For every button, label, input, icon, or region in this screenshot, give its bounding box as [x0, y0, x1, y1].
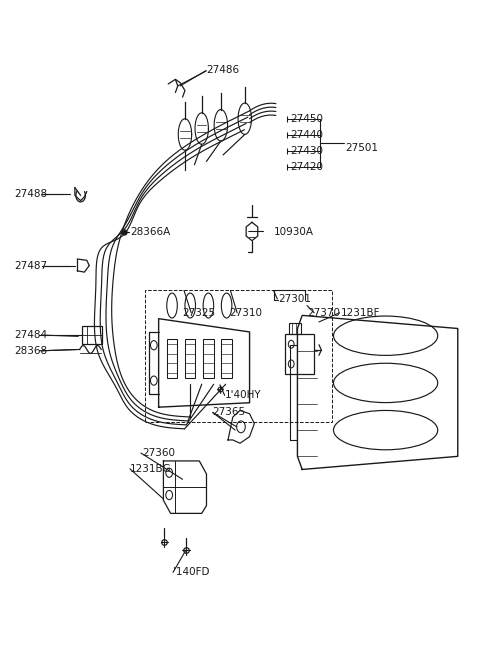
Text: 27484: 27484 — [14, 330, 47, 340]
Bar — [289, 323, 301, 334]
Text: 27301: 27301 — [278, 294, 312, 304]
Text: 27488: 27488 — [14, 189, 47, 199]
Text: 27420: 27420 — [290, 162, 323, 172]
Bar — [82, 326, 102, 344]
Text: 27430: 27430 — [290, 147, 323, 156]
Text: 27360: 27360 — [142, 448, 175, 458]
Text: 1'40HY: 1'40HY — [225, 390, 261, 400]
Text: 28368: 28368 — [14, 346, 47, 356]
Text: '140FD: '140FD — [173, 568, 209, 578]
Text: 27450: 27450 — [290, 114, 323, 124]
Text: 1231BF: 1231BF — [340, 307, 380, 318]
Bar — [221, 339, 232, 378]
Text: 10930A: 10930A — [274, 227, 313, 237]
Text: 27486: 27486 — [206, 64, 240, 74]
Text: 27310: 27310 — [229, 307, 263, 318]
Text: 28366A: 28366A — [130, 227, 170, 237]
Text: 27501: 27501 — [345, 143, 378, 153]
Text: 27365: 27365 — [213, 407, 246, 417]
Bar — [145, 290, 332, 422]
Bar — [203, 339, 214, 378]
Text: 27370: 27370 — [307, 307, 340, 318]
Text: 27440: 27440 — [290, 130, 323, 140]
Bar — [286, 334, 314, 374]
Text: 27487: 27487 — [14, 261, 47, 271]
Text: 1231BG: 1231BG — [130, 464, 171, 474]
Bar — [167, 339, 177, 378]
Text: 27325: 27325 — [182, 307, 216, 318]
Bar — [185, 339, 195, 378]
